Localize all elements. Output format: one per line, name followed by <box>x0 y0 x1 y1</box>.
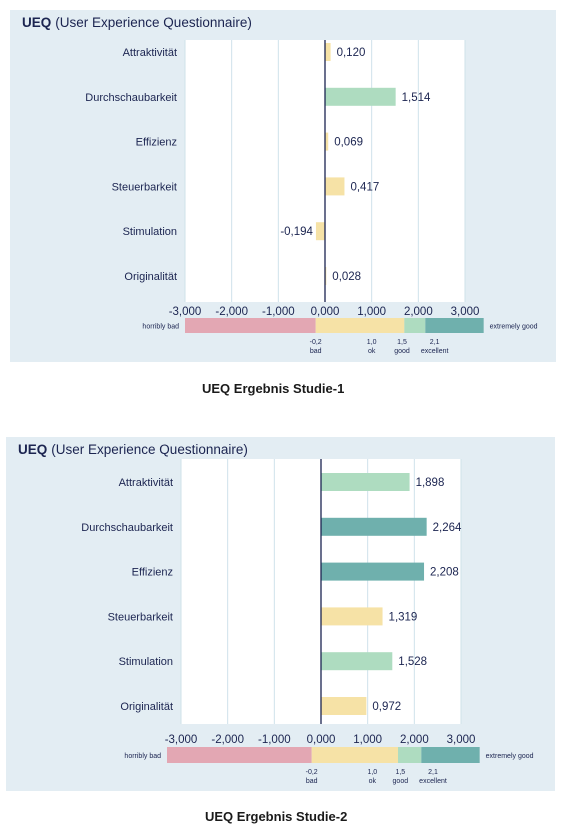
benchmark-marker-value: 1,5 <box>395 769 405 776</box>
chart-caption-study-1: UEQ Ergebnis Studie-1 <box>202 381 345 396</box>
benchmark-segment-excellent <box>425 318 484 333</box>
bar-durchschaubarkeit <box>321 517 427 536</box>
category-label: Stimulation <box>119 656 173 668</box>
category-label: Effizienz <box>132 567 173 579</box>
x-tick-label: -1,000 <box>258 734 291 746</box>
benchmark-segment-good <box>398 747 422 763</box>
x-tick-label: 0,000 <box>311 306 340 318</box>
benchmark-segment-bad <box>185 318 316 333</box>
benchmark-marker-label: excellent <box>421 348 449 355</box>
chart-panel-study-1: UEQ (User Experience Questionnaire) -3,00… <box>10 10 556 362</box>
benchmark-marker-value: -0,2 <box>306 769 318 776</box>
category-label: Attraktivität <box>123 47 177 59</box>
data-label: 1,898 <box>416 477 445 489</box>
data-label: -0,194 <box>280 226 313 238</box>
benchmark-marker-value: 2,1 <box>428 769 438 776</box>
category-label: Originalität <box>120 701 173 713</box>
benchmark-left-label: horribly bad <box>142 324 179 331</box>
ueq-chart-study-2: -3,000 -2,000 -1,000 0,000 1,000 2,000 3,000 At… <box>81 459 534 785</box>
x-tick-label: 0,000 <box>307 734 336 746</box>
benchmark-marker-label: good <box>393 778 409 785</box>
category-label: Durchschaubarkeit <box>81 522 173 534</box>
chart-caption-study-2: UEQ Ergebnis Studie-2 <box>205 809 348 824</box>
data-label: 0,120 <box>337 47 366 59</box>
benchmark-marker-label: bad <box>306 778 318 785</box>
x-tick-label: 3,000 <box>447 734 476 746</box>
benchmark-marker-label: bad <box>310 348 322 355</box>
benchmark-segment-ok <box>315 318 405 333</box>
data-label: 2,208 <box>430 567 459 579</box>
benchmark-segment-ok <box>311 747 398 763</box>
data-label: 0,028 <box>332 271 361 283</box>
x-tick-label: 2,000 <box>404 306 433 318</box>
bar-effizienz <box>325 132 329 151</box>
data-label: 2,264 <box>433 522 462 534</box>
bar-durchschaubarkeit <box>325 87 396 106</box>
bar-stimulation <box>315 222 325 241</box>
bar-originalität <box>325 267 327 285</box>
x-tick-label: -3,000 <box>165 734 198 746</box>
data-label: 0,417 <box>350 181 379 193</box>
category-label: Durchschaubarkeit <box>85 92 177 104</box>
benchmark-marker-label: excellent <box>419 778 447 785</box>
benchmark-marker-value: 1,0 <box>367 769 377 776</box>
bar-attraktivität <box>321 473 410 491</box>
data-label: 1,319 <box>389 611 418 623</box>
x-tick-label: -2,000 <box>211 734 244 746</box>
x-tick-label: -1,000 <box>262 306 295 318</box>
ueq-chart-study-1: -3,000 -2,000 -1,000 0,000 1,000 2,000 3,000 At… <box>85 40 538 355</box>
x-tick-label: -2,000 <box>215 306 248 318</box>
chart-title-rest: (User Experience Questionnaire) <box>51 442 248 457</box>
chart-title-rest: (User Experience Questionnaire) <box>55 15 252 30</box>
benchmark-marker-value: 1,0 <box>367 339 377 346</box>
data-label: 0,069 <box>334 137 363 149</box>
x-tick-label: 2,000 <box>400 734 429 746</box>
benchmark-left-label: horribly bad <box>124 753 161 760</box>
bar-stimulation <box>321 652 393 671</box>
x-tick-label: -3,000 <box>169 306 202 318</box>
x-tick-label: 1,000 <box>353 734 382 746</box>
benchmark-right-label: extremely good <box>486 753 534 760</box>
benchmark-right-label: extremely good <box>490 324 538 331</box>
benchmark-marker-value: 2,1 <box>430 339 440 346</box>
bar-originalität <box>321 697 367 715</box>
category-label: Steuerbarkeit <box>108 611 173 623</box>
category-label: Stimulation <box>123 226 177 238</box>
bar-effizienz <box>321 562 425 581</box>
category-label: Effizienz <box>136 137 177 149</box>
benchmark-segment-bad <box>167 747 312 763</box>
benchmark-segment-good <box>404 318 426 333</box>
x-tick-label: 3,000 <box>451 306 480 318</box>
chart-title: UEQ (User Experience Questionnaire) <box>18 442 248 457</box>
data-label: 1,514 <box>402 92 431 104</box>
benchmark-marker-label: ok <box>368 348 376 355</box>
chart-panel-study-2: UEQ (User Experience Questionnaire) -3,00… <box>6 437 555 791</box>
category-label: Originalität <box>124 271 177 283</box>
data-label: 1,528 <box>398 656 427 668</box>
bar-steuerbarkeit <box>325 177 345 196</box>
bar-attraktivität <box>325 43 331 61</box>
benchmark-marker-label: ok <box>369 778 377 785</box>
category-label: Attraktivität <box>119 477 173 489</box>
chart-title-bold: UEQ <box>22 15 52 30</box>
category-label: Steuerbarkeit <box>112 181 177 193</box>
bar-steuerbarkeit <box>321 607 383 626</box>
benchmark-marker-label: good <box>394 348 410 355</box>
benchmark-segment-excellent <box>421 747 480 763</box>
chart-title-bold: UEQ <box>18 442 48 457</box>
benchmark-marker-value: 1,5 <box>397 339 407 346</box>
data-label: 0,972 <box>372 701 401 713</box>
x-tick-label: 1,000 <box>357 306 386 318</box>
benchmark-marker-value: -0,2 <box>310 339 322 346</box>
chart-title: UEQ (User Experience Questionnaire) <box>22 15 252 30</box>
